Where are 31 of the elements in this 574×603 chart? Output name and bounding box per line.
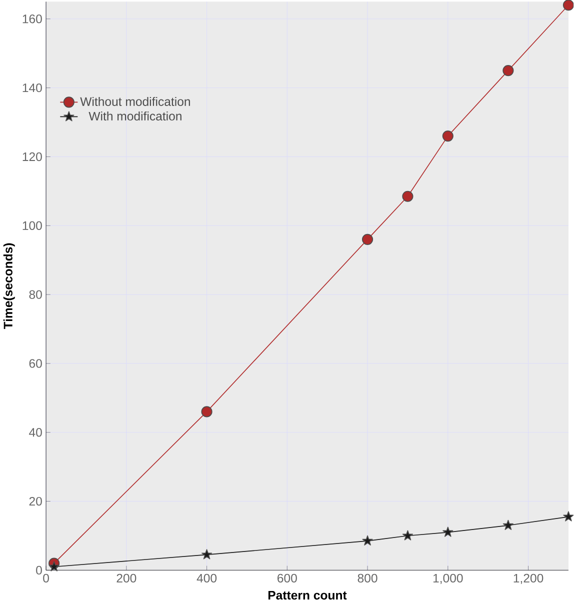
x-tick-label: 600 — [278, 574, 298, 583]
x-tick-label: 200 — [116, 574, 136, 583]
point — [48, 561, 60, 572]
point — [202, 549, 212, 560]
point — [502, 65, 514, 76]
y-tick-label: 20 — [30, 496, 42, 506]
y-tick-label: 100 — [23, 221, 42, 230]
point — [503, 520, 514, 530]
y-tick-label: 120 — [23, 152, 42, 162]
x-tick-label: 400 — [197, 574, 217, 583]
y-tick-label: 80 — [29, 290, 42, 299]
y-tick-label: 40 — [29, 428, 42, 437]
point — [442, 130, 454, 142]
legend-label: With modification — [88, 111, 182, 121]
point — [362, 234, 374, 245]
x-tick-label: 1,000 — [434, 574, 464, 584]
x-tick-label: 0 — [43, 574, 50, 583]
point — [442, 526, 454, 537]
x-axis-title: Pattern count — [268, 591, 347, 600]
y-tick-label: 140 — [23, 83, 42, 92]
point — [402, 530, 414, 540]
point — [362, 535, 374, 546]
y-tick-label: 60 — [30, 359, 42, 368]
x-tick-label: 800 — [358, 574, 378, 583]
point — [402, 190, 414, 202]
point — [201, 406, 213, 418]
y-axis-title: Time(seconds) — [4, 243, 16, 330]
legend-label: Without modification — [80, 96, 190, 106]
y-tick-label: 160 — [23, 14, 42, 24]
y-tick-label: 0 — [36, 566, 42, 575]
x-tick-label: 1,200 — [514, 574, 544, 584]
